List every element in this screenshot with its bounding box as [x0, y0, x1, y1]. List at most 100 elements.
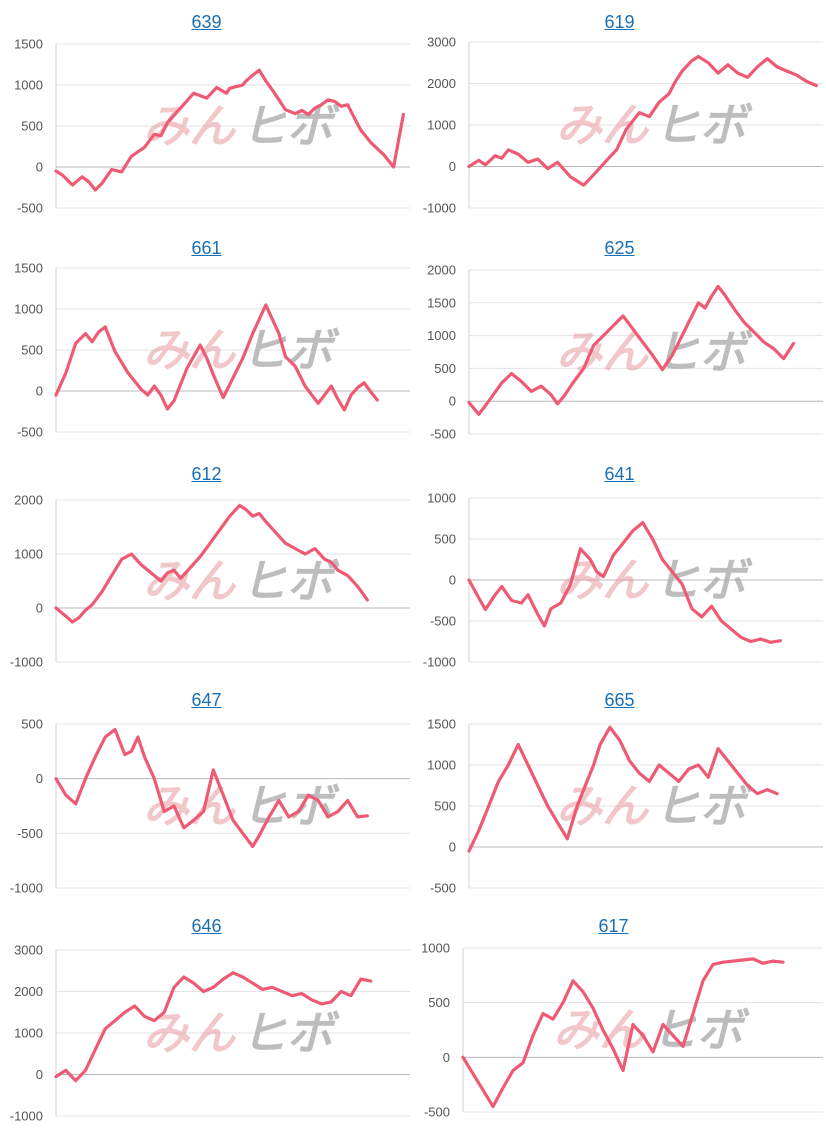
y-tick-label: 0 — [36, 771, 43, 786]
y-tick-label: 0 — [36, 160, 43, 175]
y-tick-label: 1000 — [427, 491, 456, 506]
watermark-right: ヒボ — [241, 779, 340, 833]
y-tick-label: 1000 — [427, 758, 456, 773]
y-tick-label: 1500 — [427, 295, 456, 310]
watermark-left: みん — [556, 98, 650, 152]
series-line — [467, 54, 818, 187]
y-tick-label: 2000 — [427, 263, 456, 278]
y-tick-label: -500 — [430, 614, 456, 629]
chart-title-link[interactable]: 661 — [191, 238, 222, 258]
y-tick-label: 0 — [36, 1067, 43, 1082]
y-tick-label: 1000 — [14, 1026, 43, 1041]
y-tick-label: -500 — [430, 881, 456, 896]
watermark-right: ヒボ — [241, 1006, 340, 1060]
y-tick-label: -500 — [17, 425, 43, 440]
chart-svg: 3000 2000 1000 0 -1000 みん ヒボ — [10, 943, 410, 1124]
y-tick-label: 1000 — [427, 328, 456, 343]
watermark-logo: みん ヒボ — [143, 554, 340, 608]
y-tick-label: 0 — [449, 840, 456, 855]
y-tick-label: -1000 — [423, 655, 456, 670]
y-tick-label: 1500 — [427, 717, 456, 732]
watermark-logo: みん ヒボ — [556, 98, 753, 152]
chart-title-link[interactable]: 617 — [598, 916, 629, 936]
y-tick-label: 0 — [449, 394, 456, 409]
chart-panel: 1500 1000 500 0 -500 みん ヒボ 665 — [413, 678, 826, 904]
chart-title: 646 — [0, 916, 413, 937]
watermark-logo: みん ヒボ — [143, 323, 340, 377]
chart-title-link[interactable]: 641 — [604, 464, 635, 484]
y-tick-label: -1000 — [423, 201, 456, 216]
watermark-right: ヒボ — [654, 779, 753, 833]
chart-panel: 1500 1000 500 0 -500 みん ヒボ 639 — [0, 0, 413, 226]
chart-title: 661 — [0, 238, 413, 259]
y-tick-label: 0 — [443, 1050, 450, 1065]
chart-panel: 500 0 -500 -1000 みん ヒボ 647 — [0, 678, 413, 904]
watermark-left: みん — [143, 323, 237, 377]
chart-title: 625 — [413, 238, 826, 259]
y-tick-label: 1000 — [14, 547, 43, 562]
y-tick-label: 1500 — [14, 37, 43, 52]
chart-panel: 3000 2000 1000 0 -1000 みん ヒボ 619 — [413, 0, 826, 226]
y-tick-label: -500 — [424, 1105, 450, 1120]
y-tick-label: 500 — [434, 532, 456, 547]
watermark-left: みん — [143, 1006, 237, 1060]
y-tick-label: 2000 — [14, 493, 43, 508]
y-tick-label: 0 — [36, 384, 43, 399]
chart-panel: 1000 500 0 -500 みん ヒボ 617 — [413, 904, 826, 1135]
watermark-logo: みん ヒボ — [556, 553, 753, 607]
chart-title: 619 — [413, 12, 826, 33]
series-line — [461, 957, 785, 1109]
chart-title-link[interactable]: 647 — [191, 690, 222, 710]
y-tick-label: 500 — [21, 119, 43, 134]
watermark-right: ヒボ — [241, 99, 340, 153]
y-tick-label: 0 — [449, 573, 456, 588]
series-line — [467, 725, 779, 853]
y-tick-label: 0 — [36, 601, 43, 616]
chart-panel: 1000 500 0 -500 -1000 みん ヒボ 641 — [413, 452, 826, 678]
chart-title: 647 — [0, 690, 413, 711]
watermark-logo: みん ヒボ — [143, 1006, 340, 1060]
chart-svg: 3000 2000 1000 0 -1000 みん ヒボ — [423, 35, 823, 216]
chart-title-link[interactable]: 646 — [191, 916, 222, 936]
series-line — [467, 284, 796, 416]
series-line — [54, 68, 405, 192]
y-tick-label: -500 — [430, 427, 456, 442]
chart-svg: 1500 1000 500 0 -500 みん ヒボ — [427, 717, 823, 896]
y-tick-label: 0 — [449, 159, 456, 174]
chart-title-link[interactable]: 612 — [191, 464, 222, 484]
series-line — [54, 503, 369, 624]
series-line — [467, 520, 782, 644]
y-tick-label: 1500 — [14, 261, 43, 276]
y-tick-label: 3000 — [427, 35, 456, 50]
chart-title-link[interactable]: 665 — [604, 690, 635, 710]
watermark-left: みん — [143, 554, 237, 608]
y-tick-label: -500 — [17, 826, 43, 841]
y-tick-label: 500 — [21, 717, 43, 732]
y-tick-label: 500 — [428, 995, 450, 1010]
chart-panel: 2000 1500 1000 500 0 -500 みん ヒボ 625 — [413, 226, 826, 452]
chart-svg: 1500 1000 500 0 -500 みん ヒボ — [14, 261, 410, 440]
chart-title-link[interactable]: 619 — [604, 12, 635, 32]
y-tick-label: 1000 — [427, 118, 456, 133]
series-line — [54, 971, 373, 1083]
watermark-logo: みん ヒボ — [556, 325, 753, 379]
chart-panel: 1500 1000 500 0 -500 みん ヒボ 661 — [0, 226, 413, 452]
chart-title: 641 — [413, 464, 826, 485]
y-tick-label: 1000 — [14, 78, 43, 93]
watermark-right: ヒボ — [654, 325, 753, 379]
chart-title-link[interactable]: 625 — [604, 238, 635, 258]
y-tick-label: 3000 — [14, 943, 43, 958]
chart-title: 639 — [0, 12, 413, 33]
y-tick-label: 500 — [434, 799, 456, 814]
series-line — [54, 303, 379, 412]
watermark-logo: みん ヒボ — [143, 99, 340, 153]
watermark-right: ヒボ — [654, 98, 753, 152]
y-tick-label: 1000 — [14, 302, 43, 317]
chart-title: 665 — [413, 690, 826, 711]
y-tick-label: 500 — [21, 343, 43, 358]
chart-title-link[interactable]: 639 — [191, 12, 222, 32]
chart-svg: 1500 1000 500 0 -500 みん ヒボ — [14, 37, 410, 216]
chart-svg: 2000 1000 0 -1000 みん ヒボ — [10, 493, 410, 670]
